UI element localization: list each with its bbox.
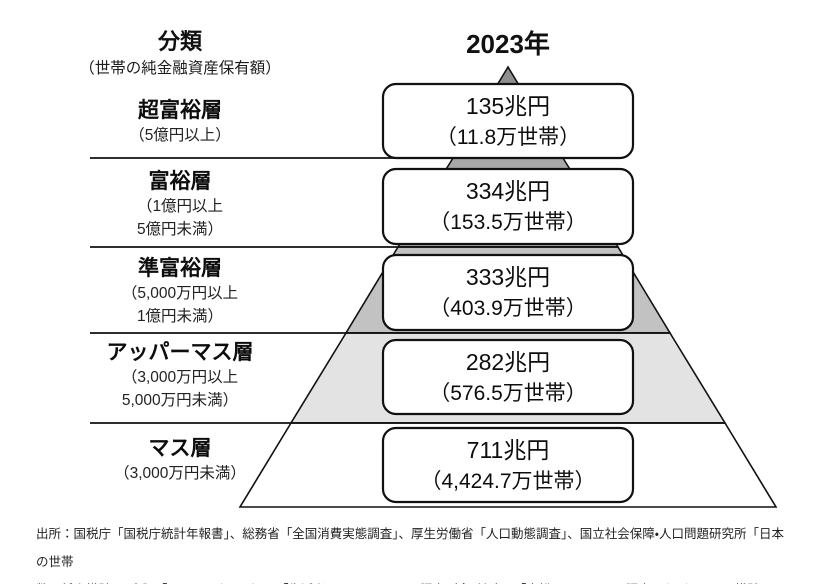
tier-range-line: （5,000万円以上	[121, 285, 239, 302]
tier-name: 超富裕層	[138, 99, 222, 122]
tier-households: （11.8万世帯）	[435, 125, 581, 149]
source-note: 出所：国税庁「国税庁統計年報書」、総務省「全国消費実態調査」、厚生労働省「人口動…	[36, 520, 786, 584]
tier-label-upper-mass: アッパーマス層 （3,000万円以上 5,000万円未満）	[55, 338, 305, 412]
tier-range-line: 5,000万円未満）	[121, 391, 239, 409]
tier-5-value-box	[381, 426, 635, 504]
tier-2-values: 334兆円 （153.5万世帯）	[383, 169, 633, 244]
tier-label-jun-fuyuso: 準富裕層 （5,000万円以上 1億円未満）	[55, 254, 305, 328]
tier-5-values: 711兆円 （4,424.7万世帯）	[383, 428, 633, 502]
tier-2-value-box	[381, 167, 635, 246]
tier-1-value-box	[381, 82, 635, 160]
tier-1-values: 135兆円 （11.8万世帯）	[383, 84, 633, 158]
tier-range-line: （3,000万円以上	[121, 369, 239, 386]
tier-value: 334兆円	[465, 178, 551, 204]
tier-name: マス層	[148, 437, 212, 460]
tier-value: 135兆円	[465, 92, 551, 119]
tier-households: （4,424.7万世帯）	[420, 469, 596, 493]
tier-4-value-box	[381, 338, 635, 416]
year-title: 2023年	[466, 29, 550, 59]
tier-3-values: 333兆円 （403.9万世帯）	[383, 255, 633, 330]
tier-households: （576.5万世帯）	[429, 381, 587, 405]
category-subtitle: （世帯の純金融資産保有額）	[79, 60, 281, 77]
tier-3-value-box	[381, 253, 635, 332]
category-title: 分類	[157, 29, 202, 54]
tier-name: アッパーマス層	[106, 341, 254, 364]
source-note-line: 出所：国税庁「国税庁統計年報書」、総務省「全国消費実態調査」、厚生労働省「人口動…	[36, 527, 785, 569]
tier-range-line: （1億円以上	[136, 198, 224, 215]
tier-range-line: 1億円未満）	[136, 307, 224, 325]
tier-value: 333兆円	[465, 264, 551, 290]
tier-value: 282兆円	[465, 348, 551, 375]
tier-4-values: 282兆円 （576.5万世帯）	[383, 340, 633, 414]
tier-range-line: （5億円以上）	[129, 127, 231, 144]
tier-value: 711兆円	[466, 436, 550, 463]
tier-name: 富裕層	[148, 170, 212, 193]
tier-households: （403.9万世帯）	[429, 297, 587, 320]
tier-households: （153.5万世帯）	[429, 211, 587, 234]
source-note-line: 数の将来推計」、東証「TOPIX」およびNRI「生活者1万人アンケート調査（金融…	[36, 576, 786, 584]
tier-name: 準富裕層	[138, 257, 222, 280]
tier-range-line: 5億円未満）	[136, 220, 224, 238]
tier-range-line: （3,000万円未満）	[114, 465, 246, 482]
tier-label-cho-fuyuso: 超富裕層 （5億円以上）	[55, 96, 305, 148]
tier-label-mass: マス層 （3,000万円未満）	[55, 434, 305, 486]
tier-label-fuyuso: 富裕層 （1億円以上 5億円未満）	[55, 167, 305, 241]
